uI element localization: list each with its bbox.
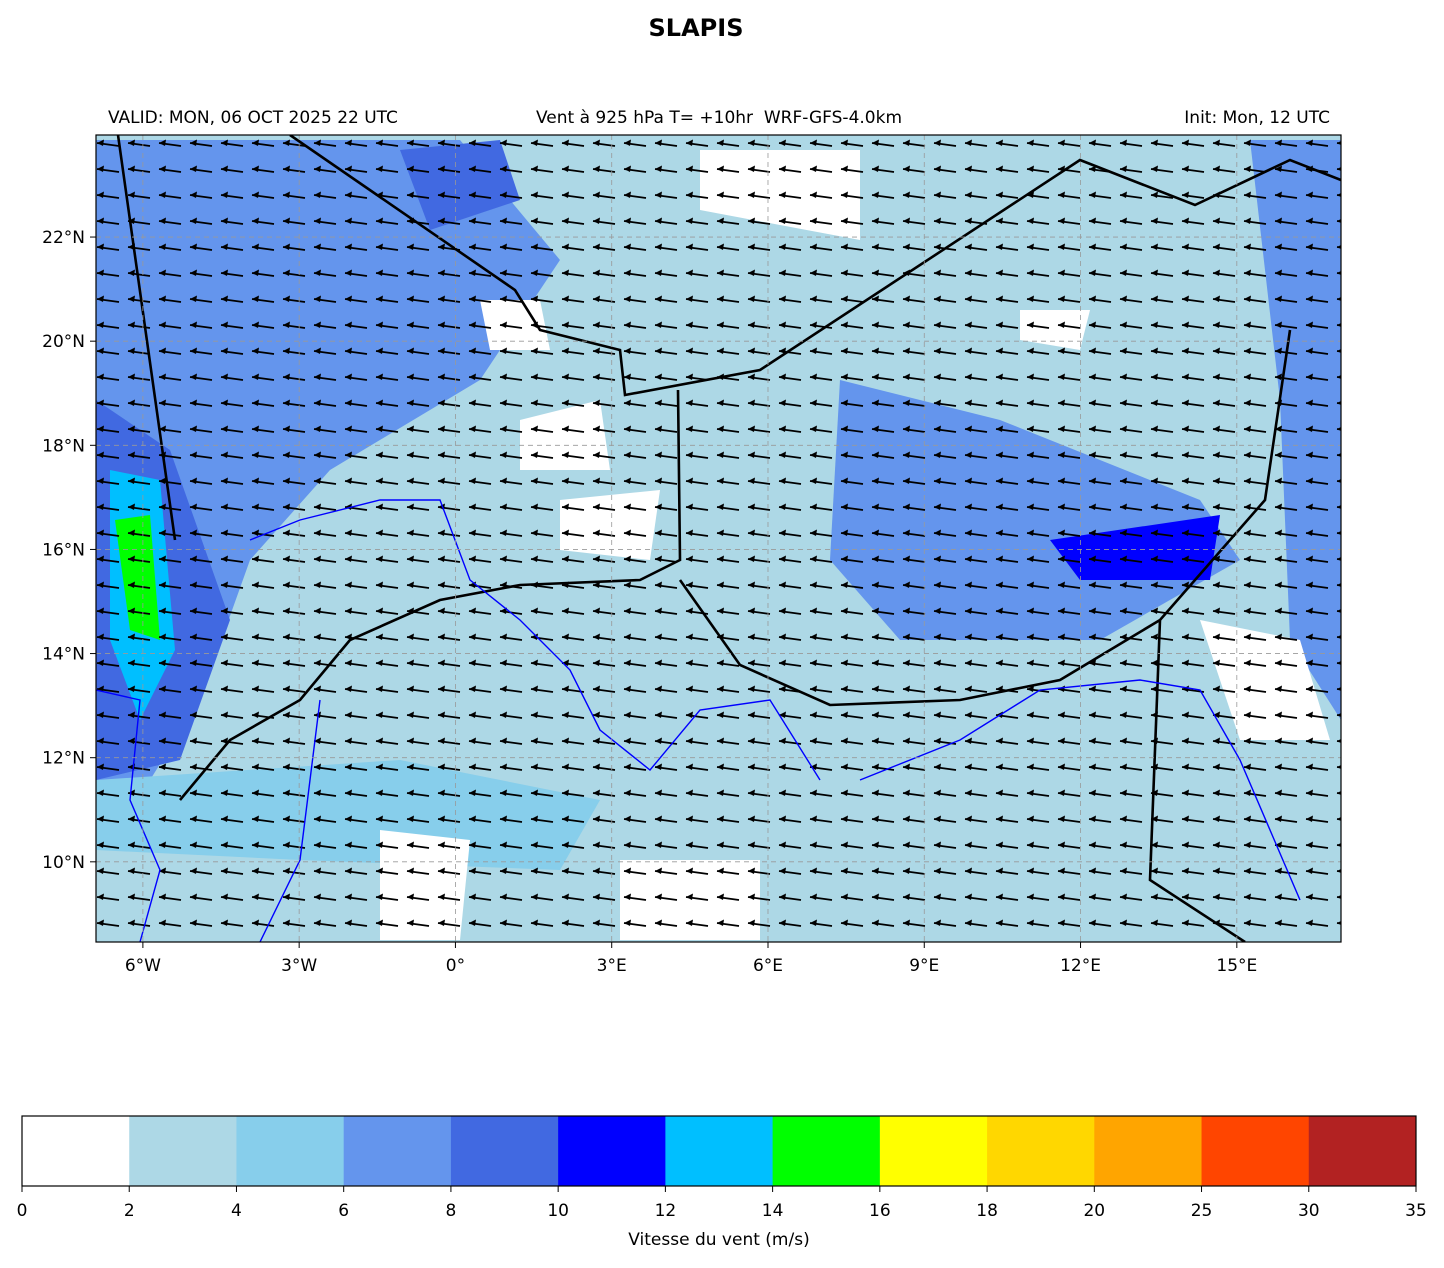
colorbar-label: Vitesse du vent (m/s) [628,1230,809,1250]
y-tick-label: 16°N [42,540,85,560]
x-tick-label: 12°E [1060,956,1101,976]
colorbar-segment [236,1116,345,1186]
colorbar-tick-label: 20 [1083,1201,1105,1221]
colorbar-tick-label: 18 [976,1201,998,1221]
x-tick-label: 3°W [281,956,317,976]
y-tick-label: 14°N [42,645,85,665]
plot-frame [95,134,1342,943]
x-tick-label: 6°E [753,956,783,976]
y-tick-label: 12°N [42,749,85,769]
country-border [116,135,1341,942]
colorbar-segment [450,1116,559,1186]
colorbar-tick-label: 14 [762,1201,784,1221]
colorbar-tick-label: 4 [231,1201,242,1221]
y-tick-label: 22°N [42,228,85,248]
colorbar-tick-label: 35 [1405,1201,1427,1221]
colorbar-tick-label: 16 [869,1201,891,1221]
colorbar-segment [343,1116,452,1186]
grid [96,135,1341,942]
colorbar-segment [1201,1116,1310,1186]
colorbar-tick-label: 10 [547,1201,569,1221]
colorbar-tick-label: 0 [17,1201,28,1221]
colorbar-tick-label: 25 [1191,1201,1213,1221]
y-tick-label: 20°N [42,332,85,352]
x-tick-label: 6°W [125,956,161,976]
colorbar-tick-label: 12 [655,1201,677,1221]
colorbar-frame [21,1115,1417,1187]
colorbar-segment [1308,1116,1417,1186]
colorbar-segment [879,1116,988,1186]
colorbar-tick-label: 6 [338,1201,349,1221]
colorbar-tick-label: 2 [124,1201,135,1221]
river [96,499,1301,942]
x-tick-label: 9°E [909,956,939,976]
subtitle-right: Init: Mon, 12 UTC [1184,108,1330,128]
colorbar: 0 2 4 6 8 10 12 14 16 18 20 25 30 35 [17,1116,1427,1221]
chart-title: SLAPIS [649,14,744,42]
colorbar-segment [1094,1116,1203,1186]
colorbar-tick-label: 30 [1298,1201,1320,1221]
x-tick-label: 3°E [597,956,627,976]
subtitle-left: VALID: MON, 06 OCT 2025 22 UTC [108,108,398,128]
x-tick-label: 15°E [1216,956,1257,976]
y-tick-label: 10°N [42,853,85,873]
colorbar-tick-label: 8 [446,1201,457,1221]
colorbar-segment [987,1116,1095,1186]
colorbar-segment [129,1116,237,1186]
colorbar-segment [558,1116,666,1186]
colorbar-segment [665,1116,774,1186]
wind-arrows [96,135,1341,942]
map-field [96,135,1341,942]
colorbar-segment [22,1116,130,1186]
x-tick-label: 0° [446,956,465,976]
subtitle-center: Vent à 925 hPa T= +10hr WRF-GFS-4.0km [536,108,902,128]
y-tick-label: 18°N [42,436,85,456]
colorbar-segment [772,1116,881,1186]
